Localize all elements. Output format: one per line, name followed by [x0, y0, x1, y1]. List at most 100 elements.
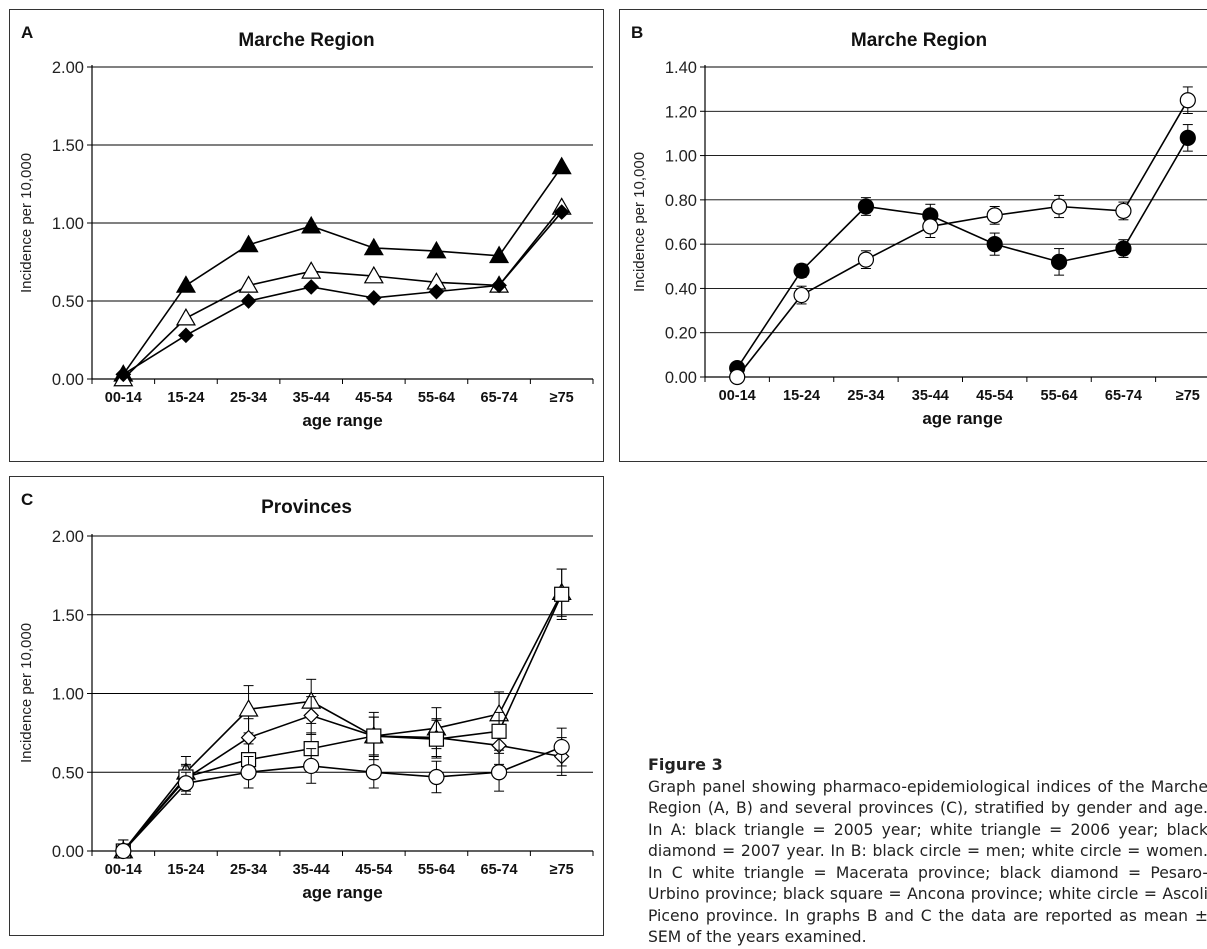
- y-axis-label: Incidence per 10,000: [18, 623, 35, 763]
- y-tick-label: 1.00: [52, 686, 84, 704]
- y-tick-label: 1.40: [665, 59, 697, 77]
- x-tick-label: 00-14: [105, 390, 142, 406]
- series-line: [736, 99, 1189, 378]
- x-tick-label: 25-34: [847, 388, 884, 404]
- series-line: [122, 166, 563, 375]
- y-tick-label: 0.00: [52, 843, 84, 861]
- x-tick-label: 55-64: [418, 862, 455, 878]
- y-tick-label: 0.50: [52, 293, 84, 311]
- data-point-triangle: [363, 237, 384, 256]
- y-tick-label: 1.00: [665, 148, 697, 166]
- data-point-circle: [922, 218, 939, 235]
- x-axis-label: age range: [302, 883, 382, 902]
- figure-caption: Figure 3 Graph panel showing pharmaco-ep…: [648, 754, 1207, 949]
- panel-letter: B: [631, 23, 644, 42]
- x-tick-label: 65-74: [481, 390, 518, 406]
- caption-title: Figure 3: [648, 755, 723, 774]
- panel-letter: A: [21, 23, 34, 42]
- y-tick-label: 1.50: [52, 607, 84, 625]
- data-point-triangle: [363, 265, 384, 284]
- y-tick-label: 0.00: [665, 369, 697, 387]
- data-point-circle: [729, 368, 746, 386]
- chart-panel-a: A Marche Region 0.00 0.50 1.00 1.50 2.00 00-1…: [9, 9, 604, 462]
- series-line: [122, 746, 562, 852]
- x-tick-label: 45-54: [976, 388, 1013, 404]
- data-point-circle: [303, 757, 320, 775]
- x-tick-label: 35-44: [293, 390, 330, 406]
- data-point-diamond: [428, 283, 445, 300]
- data-series: [729, 86, 1196, 386]
- y-tick-label: 0.20: [665, 325, 697, 343]
- data-point-circle: [240, 764, 257, 781]
- data-point-circle: [1115, 240, 1132, 257]
- data-point-circle: [857, 198, 875, 215]
- data-point-triangle: [426, 240, 447, 259]
- data-point-triangle: [175, 275, 196, 293]
- x-tick-label: ≥75: [1176, 388, 1200, 404]
- data-point-circle: [177, 775, 195, 792]
- data-point-circle: [986, 207, 1003, 224]
- chart-svg-a: 0.00 0.50 1.00 1.50 2.00 00-14 15-24 25-34 35-44…: [18, 59, 594, 430]
- data-point-diamond: [178, 327, 194, 344]
- data-point-triangle: [301, 215, 322, 234]
- data-point-circle: [793, 286, 810, 304]
- chart-title: Marche Region: [238, 30, 375, 51]
- y-tick-label: 0.80: [665, 192, 697, 210]
- data-point-circle: [365, 764, 382, 781]
- data-point-triangle: [238, 699, 259, 717]
- chart-panel-c: C Provinces 0.00 0.50 1.00 1.50 2.00 00-14 15-…: [9, 476, 604, 936]
- data-point-diamond: [553, 204, 570, 220]
- chart-panel-b: B Marche Region 0.00 0.20 0.40 0.60 0.80 1.00…: [619, 9, 1207, 462]
- data-point-diamond: [115, 366, 132, 383]
- series-line: [122, 206, 563, 380]
- data-point-circle: [793, 262, 810, 279]
- data-point-diamond: [365, 290, 382, 306]
- data-point-triangle: [301, 261, 322, 279]
- x-tick-label: 35-44: [912, 388, 949, 404]
- x-tick-label: ≥75: [550, 390, 574, 406]
- data-point-circle: [115, 842, 132, 860]
- data-point-square: [554, 586, 570, 602]
- chart-svg-b: 0.00 0.20 0.40 0.60 0.80 1.00 1.20 1.40 00-14 15-…: [631, 59, 1207, 428]
- data-series: [113, 568, 572, 859]
- data-series: [729, 124, 1196, 377]
- data-point-square: [428, 731, 445, 747]
- data-point-triangle: [551, 156, 572, 175]
- x-tick-label: 15-24: [167, 862, 204, 878]
- data-point-circle: [1115, 202, 1132, 220]
- x-tick-label: 45-54: [355, 862, 392, 878]
- x-tick-label: 65-74: [1105, 388, 1142, 404]
- panel-letter: C: [21, 490, 34, 509]
- data-point-square: [491, 723, 507, 739]
- data-point-square: [366, 728, 382, 744]
- x-tick-label: 25-34: [230, 390, 267, 406]
- data-point-circle: [428, 768, 445, 786]
- caption-text: Graph panel showing pharmaco-epidemiolog…: [648, 777, 1207, 947]
- y-tick-label: 1.50: [52, 137, 84, 155]
- x-tick-label: 35-44: [293, 862, 330, 878]
- chart-title: Marche Region: [850, 30, 988, 51]
- data-point-triangle: [238, 275, 259, 293]
- x-tick-label: 00-14: [105, 862, 142, 878]
- data-point-circle: [1179, 92, 1196, 109]
- data-point-diamond: [303, 279, 320, 295]
- y-tick-label: 1.20: [665, 103, 697, 121]
- data-point-circle: [1050, 198, 1068, 215]
- data-point-diamond: [303, 707, 320, 724]
- data-point-circle: [857, 251, 875, 268]
- data-point-diamond: [491, 277, 507, 294]
- data-point-circle: [490, 764, 508, 781]
- data-point-circle: [986, 236, 1003, 253]
- data-point-triangle: [175, 307, 196, 326]
- data-point-circle: [1050, 253, 1068, 270]
- x-tick-label: 45-54: [355, 390, 392, 406]
- data-series: [113, 156, 572, 382]
- x-tick-label: 65-74: [481, 862, 518, 878]
- x-axis-label: age range: [302, 411, 382, 430]
- x-tick-label: 55-64: [1041, 388, 1078, 404]
- y-tick-label: 2.00: [52, 59, 84, 77]
- x-tick-label: 15-24: [783, 388, 820, 404]
- y-axis-label: Incidence per 10,000: [18, 153, 35, 293]
- y-tick-label: 1.00: [52, 215, 84, 233]
- data-series: [115, 727, 570, 860]
